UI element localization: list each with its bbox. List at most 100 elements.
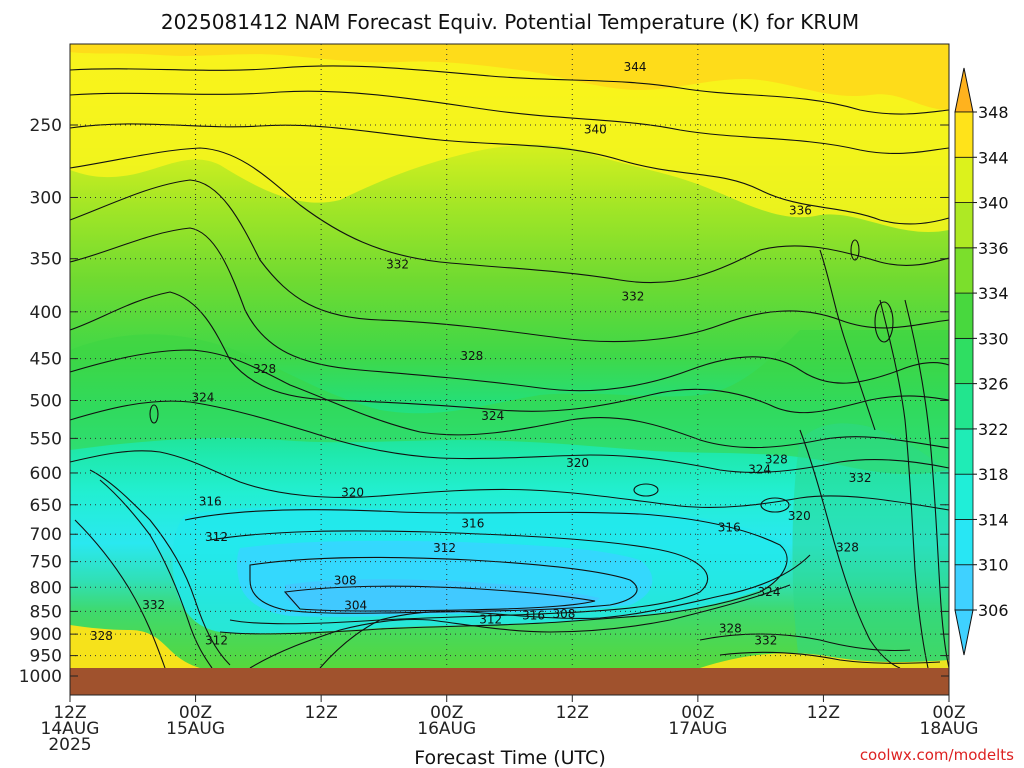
contour-line: [879, 299, 929, 669]
y-tick-label: 700: [30, 525, 62, 545]
contour-line: [719, 651, 941, 664]
colorbar-segment: [954, 383, 974, 430]
x-tick-label: 12Z: [807, 703, 840, 723]
colorbar-label: 334: [978, 284, 1009, 303]
y-tick-label: 500: [30, 392, 62, 412]
x-axis-label: Forecast Time (UTC): [414, 747, 605, 768]
contour-label: 308: [552, 607, 575, 621]
contour-line: [69, 450, 950, 511]
contour-label: 304: [344, 598, 367, 612]
contour-label: 328: [719, 621, 742, 635]
contour-label: 316: [522, 609, 545, 623]
contour-label: 312: [433, 541, 456, 555]
contour-line: [69, 400, 950, 473]
colorbar-label: 348: [978, 103, 1009, 122]
contour-line: [633, 483, 659, 497]
y-tick-label: 650: [30, 496, 62, 516]
y-tick-label: 950: [30, 647, 62, 667]
contour-label: 316: [461, 516, 484, 530]
contour-label: 320: [788, 509, 811, 523]
x-tick-label: 14AUG: [41, 719, 100, 739]
contour-line: [904, 299, 950, 669]
colorbar-label: 314: [978, 510, 1009, 529]
x-tick-label: 12Z: [53, 703, 86, 723]
y-tick-label: 450: [30, 350, 62, 370]
contour-line: [69, 179, 950, 343]
contour-label: 320: [566, 456, 589, 470]
x-tick-label: 18AUG: [920, 719, 979, 739]
colorbar-segment: [954, 247, 974, 294]
colorbar-label: 344: [978, 148, 1009, 167]
contour-label: 328: [90, 629, 113, 643]
y-tick-label: 250: [30, 116, 62, 136]
contour-line: [69, 291, 950, 414]
contour-label: 324: [191, 390, 214, 404]
contour-label: 324: [758, 585, 781, 599]
contour-line: [249, 556, 638, 614]
plot-frame: [69, 43, 950, 696]
contour-label: 328: [836, 541, 859, 555]
contour-label: 312: [205, 634, 228, 648]
x-tick-label: 00Z: [681, 703, 714, 723]
contour-label: 308: [334, 573, 357, 587]
x-tick-label: 16AUG: [417, 719, 476, 739]
contour-line: [819, 249, 876, 431]
contour-line: [69, 349, 950, 449]
surface-warm-layer-east: [700, 653, 949, 668]
contour-line: [89, 469, 231, 666]
colorbar-label: 336: [978, 239, 1009, 258]
x-tick-label: 12Z: [305, 703, 338, 723]
contour-line: [249, 584, 791, 669]
x-tick-label: 15AUG: [166, 719, 225, 739]
y-axis: 250 300 350 400 450 500 550 600 650 700 750 800 850 9…: [19, 116, 949, 687]
contour-lines: [69, 65, 950, 669]
contour-label: 336: [789, 203, 812, 217]
y-tick-label: 600: [30, 464, 62, 484]
top-warm-region: [70, 44, 949, 110]
colorbar-label: 340: [978, 194, 1009, 213]
gridlines: [70, 44, 949, 668]
contour-label: 344: [624, 60, 647, 74]
y-tick-label: 400: [30, 303, 62, 323]
contour-label: 332: [386, 257, 409, 271]
plot-area: [70, 44, 949, 668]
colorbar-segment: [954, 473, 974, 520]
credit-text: coolwx.com/modelts: [860, 746, 1014, 764]
colorbar-label: 318: [978, 465, 1009, 484]
colorbar-segment: [954, 111, 974, 158]
colorbar-segment: [954, 519, 974, 566]
colorbar-segment: [954, 428, 974, 475]
contour-label: 316: [199, 495, 222, 509]
contour-label: 328: [253, 362, 276, 376]
contour-line: [799, 429, 901, 669]
contour-line: [69, 227, 950, 392]
x-tick-label: 17AUG: [668, 719, 727, 739]
colorbar-label: 322: [978, 420, 1009, 439]
colorbar-label: 306: [978, 601, 1009, 620]
colorbar: 306 310 314 318 322 326 330 334 336 340 344 348: [954, 67, 1009, 656]
contour-line: [69, 147, 950, 284]
colorbar-label: 310: [978, 556, 1009, 575]
coldest-core-region: [285, 579, 600, 614]
x-tick-label: 00Z: [430, 703, 463, 723]
contour-line: [760, 497, 790, 513]
contour-line: [184, 509, 788, 635]
colorbar-segment: [954, 202, 974, 249]
colorbar-label: 326: [978, 375, 1009, 394]
surface-warm-layer: [70, 625, 200, 668]
contour-label: 324: [748, 463, 771, 477]
y-tick-label: 850: [30, 602, 62, 622]
mid-green-band: [70, 330, 949, 475]
colorbar-segment: [954, 564, 974, 611]
contour-label: 332: [622, 290, 645, 304]
y-tick-label: 800: [30, 578, 62, 598]
contour-line: [850, 239, 860, 261]
contour-label: 328: [765, 452, 788, 466]
ground-surface: [70, 668, 949, 695]
contour-line: [699, 633, 911, 652]
y-tick-label: 550: [30, 429, 62, 449]
contour-label: 332: [754, 633, 777, 647]
colorbar-label: 330: [978, 329, 1009, 348]
x-tick-label: 00Z: [179, 703, 212, 723]
